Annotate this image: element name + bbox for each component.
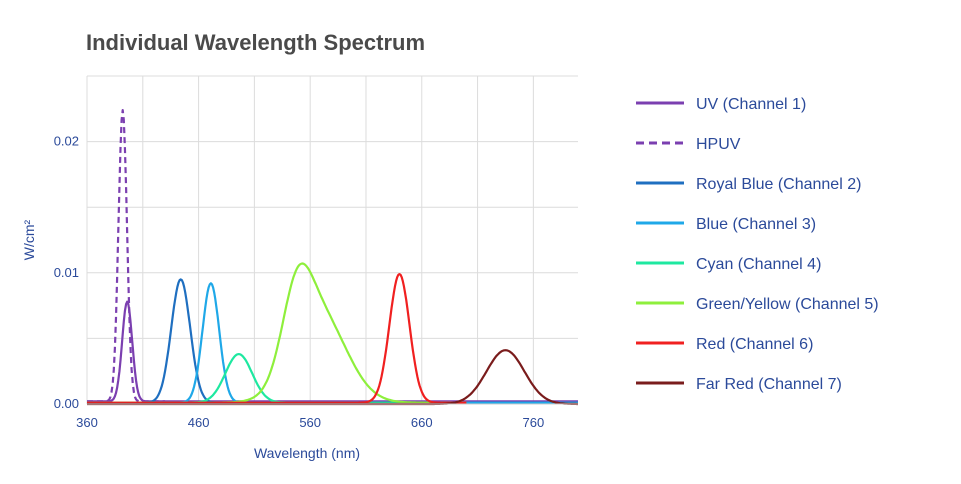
y-tick-label: 0.00 [54,396,79,411]
series-line-1 [87,109,166,403]
y-axis-label: W/cm² [21,219,37,260]
x-tick-label: 460 [188,415,210,430]
legend-label: Green/Yellow (Channel 5) [696,296,879,313]
x-axis-label: Wavelength (nm) [254,445,360,461]
legend-label: Cyan (Channel 4) [696,256,821,273]
x-tick-label: 360 [76,415,98,430]
series-line-4 [87,353,467,404]
legend-label: Red (Channel 6) [696,336,813,353]
grid [86,75,578,405]
legend-label: Blue (Channel 3) [696,216,816,233]
x-tick-label: 760 [523,415,545,430]
legend-label: UV (Channel 1) [696,96,806,113]
series-lines [87,109,578,406]
x-tick-label: 660 [411,415,433,430]
x-tick-label: 560 [299,415,321,430]
series-line-7 [87,349,578,406]
series-line-0 [87,300,578,403]
chart-title: Individual Wavelength Spectrum [86,30,426,55]
y-tick-label: 0.01 [54,265,79,280]
series-line-3 [87,282,578,404]
legend-label: Royal Blue (Channel 2) [696,176,861,193]
axis-ticks: 360 460 560 660 760 0.00 0.01 0.02 [54,134,545,430]
series-line-6 [87,273,467,404]
legend: UV (Channel 1) HPUV Royal Blue (Channel 2)… [636,96,879,393]
legend-label: HPUV [696,136,741,153]
legend-label: Far Red (Channel 7) [696,376,842,393]
series-line-2 [87,278,578,404]
y-tick-label: 0.02 [54,134,79,149]
